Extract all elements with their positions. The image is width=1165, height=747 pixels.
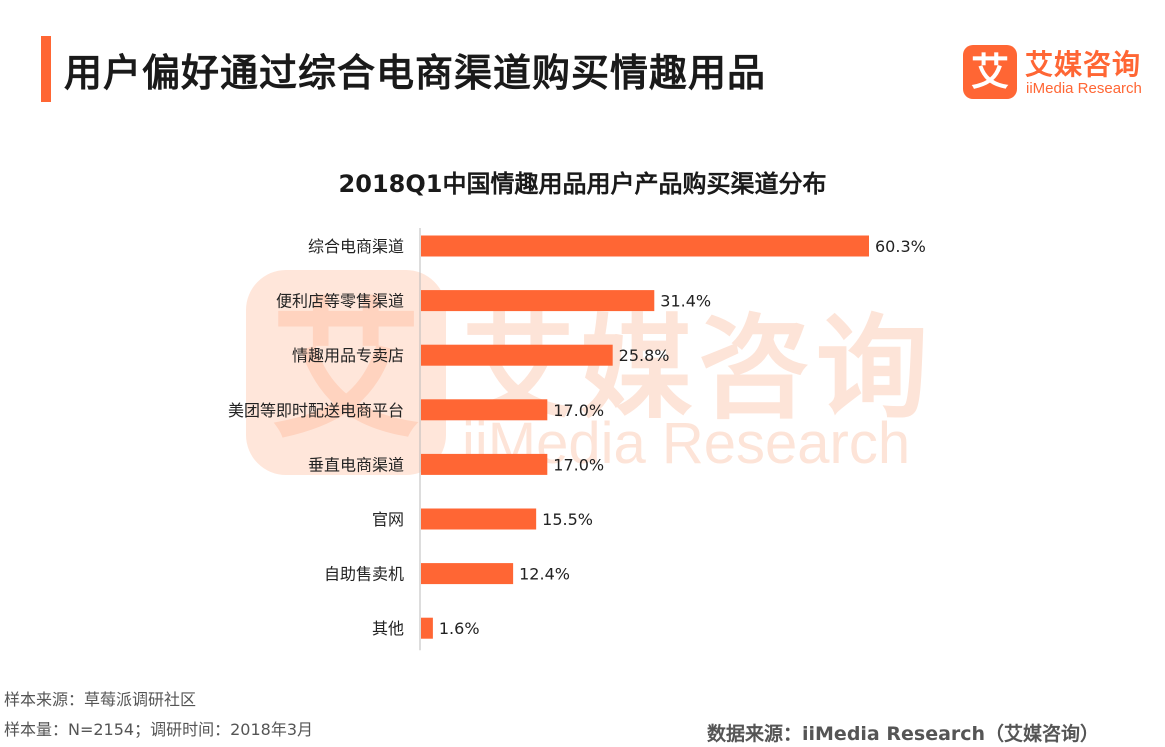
data-label: 31.4%: [660, 292, 711, 311]
data-label: 25.8%: [619, 346, 670, 365]
category-label: 自助售卖机: [324, 565, 404, 584]
bar: [421, 290, 655, 312]
bar: [421, 453, 548, 475]
brand-logo: 艾 艾媒咨询 iiMedia Research: [963, 45, 1153, 101]
data-label: 12.4%: [519, 565, 570, 584]
bar: [421, 617, 433, 639]
page-title: 用户偏好通过综合电商渠道购买情趣用品: [64, 51, 767, 95]
bar: [421, 399, 548, 421]
category-label: 情趣用品专卖店: [292, 346, 404, 365]
title-accent-bar: [41, 36, 51, 102]
category-label: 垂直电商渠道: [308, 455, 404, 474]
chart-title: 2018Q1中国情趣用品用户产品购买渠道分布: [338, 170, 827, 198]
data-label: 15.5%: [542, 510, 593, 529]
category-label: 综合电商渠道: [308, 237, 404, 256]
sample-size: 样本量：N=2154；调研时间：2018年3月: [4, 720, 313, 739]
bar: [421, 508, 537, 530]
category-label: 官网: [372, 510, 404, 529]
data-label: 17.0%: [553, 455, 604, 474]
logo-chinese-name: 艾媒咨询: [1025, 48, 1142, 81]
logo-mark-icon: 艾: [963, 45, 1017, 99]
sample-source: 样本来源：草莓派调研社区: [4, 690, 197, 709]
bar: [421, 344, 613, 366]
category-label: 便利店等零售渠道: [276, 292, 404, 311]
category-label: 其他: [372, 619, 404, 638]
category-label: 美团等即时配送电商平台: [228, 401, 404, 420]
data-source: 数据来源：iiMedia Research（艾媒咨询）: [707, 723, 1100, 745]
data-label: 1.6%: [439, 619, 480, 638]
bar: [421, 235, 869, 257]
bar: [421, 563, 514, 585]
data-label: 17.0%: [553, 401, 604, 420]
logo-english-name: iiMedia Research: [1026, 80, 1142, 97]
data-label: 60.3%: [875, 237, 926, 256]
